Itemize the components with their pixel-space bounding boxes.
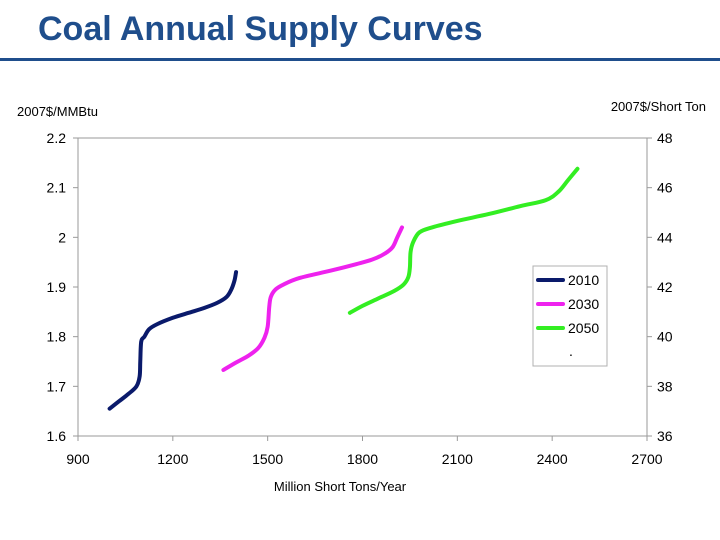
- series-line-2010: [107, 270, 239, 411]
- y-tick-label: 1.6: [47, 428, 67, 444]
- x-tick-label: 1500: [252, 451, 283, 467]
- x-tick-label: 900: [66, 451, 90, 467]
- y-axis-left-label: 2007$/MMBtu: [17, 104, 98, 119]
- title-divider: [0, 58, 720, 61]
- series-line-2050: [347, 166, 580, 315]
- y2-tick-label: 44: [657, 229, 673, 245]
- y-tick-label: 2.1: [47, 180, 67, 196]
- x-tick-label: 2100: [442, 451, 473, 467]
- series-layer: [107, 166, 580, 411]
- y-tick-label: 1.9: [47, 279, 67, 295]
- slide-title: Coal Annual Supply Curves: [38, 10, 483, 48]
- legend-label-2030: 2030: [568, 296, 599, 312]
- y-tick-label: 1.7: [47, 378, 67, 394]
- y2-tick-label: 48: [657, 130, 673, 146]
- y2-tick-label: 36: [657, 428, 673, 444]
- y2-tick-label: 38: [657, 378, 673, 394]
- y2-tick-label: 42: [657, 279, 673, 295]
- x-axis-label-wrap: Million Short Tons/Year: [0, 479, 720, 494]
- x-tick-label: 1200: [157, 451, 188, 467]
- y2-tick-label: 40: [657, 329, 673, 345]
- legend-extra-entry: .: [569, 343, 573, 359]
- legend-label-2050: 2050: [568, 320, 599, 336]
- y-tick-label: 2: [58, 229, 66, 245]
- x-tick-label: 2400: [537, 451, 568, 467]
- x-tick-label: 1800: [347, 451, 378, 467]
- legend-label-2010: 2010: [568, 272, 599, 288]
- y-tick-label: 2.2: [47, 130, 67, 146]
- series-line-2030: [221, 225, 405, 372]
- x-axis-label: Million Short Tons/Year: [273, 479, 407, 494]
- axes: 900 1200 1500 1800 2100 2400 2700 1.6 1.7 1.8 1.9 2…: [47, 130, 673, 467]
- legend-box: [532, 265, 608, 367]
- y-axis-right-label: 2007$/Short Ton: [610, 99, 706, 114]
- y-tick-label: 1.8: [47, 329, 67, 345]
- legend: 2010 2030 2050.: [532, 265, 608, 367]
- x-tick-label: 2700: [631, 451, 662, 467]
- y2-tick-label: 46: [657, 180, 673, 196]
